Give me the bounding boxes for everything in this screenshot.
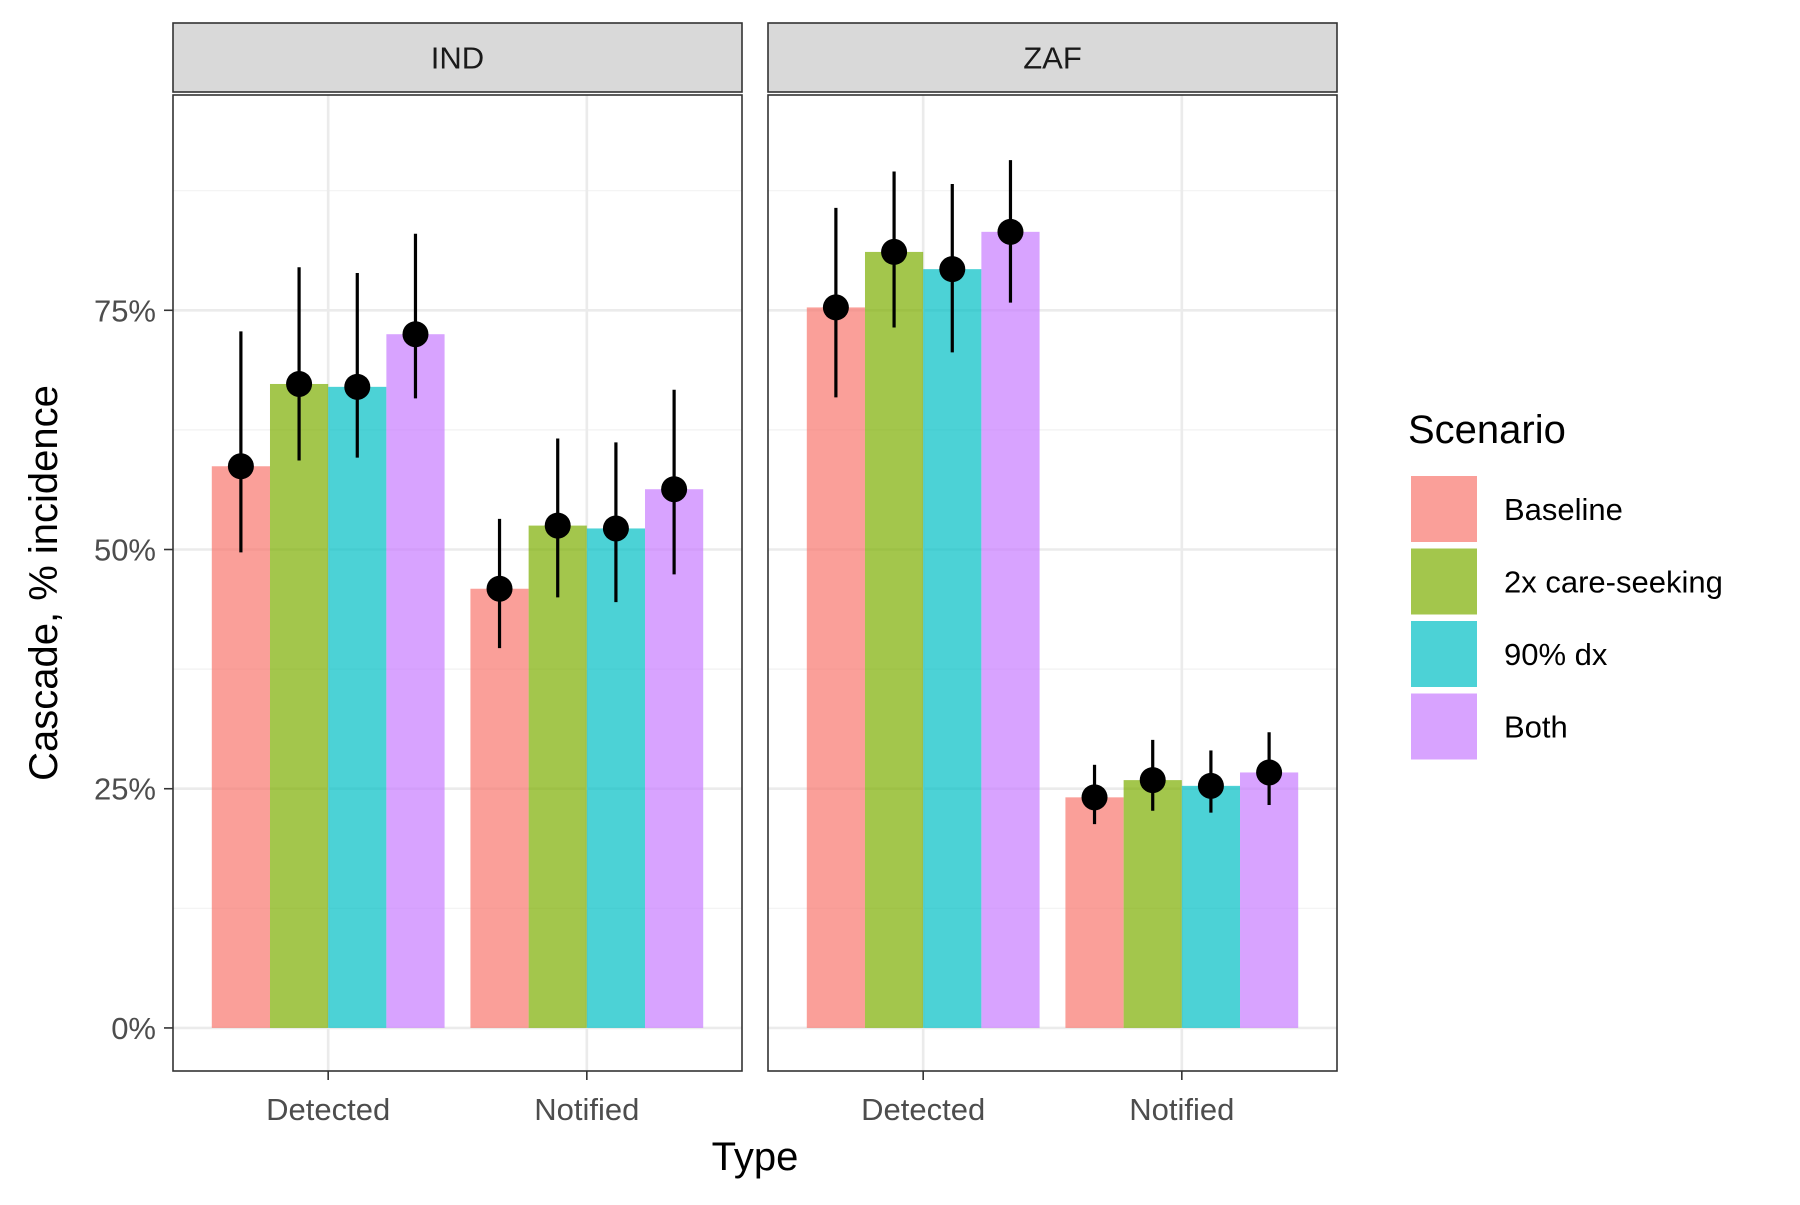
legend: Scenario Baseline 2x care-seeking 90% dx Bot… <box>1408 408 1723 760</box>
data-point <box>1197 772 1224 799</box>
bar <box>923 269 982 1028</box>
y-tick-label: 0% <box>111 1011 156 1046</box>
legend-item: Baseline <box>1411 476 1623 542</box>
x-axis-title: Type <box>712 1135 799 1179</box>
data-point <box>486 575 513 602</box>
bar <box>1181 785 1241 1028</box>
data-point <box>881 238 908 265</box>
axes: Detected Notified Detected Notified 0% 25% 50%… <box>22 293 1234 1179</box>
data-point <box>227 453 254 480</box>
legend-label: 2x care-seeking <box>1504 565 1723 600</box>
y-axis-title: Cascade, % incidence <box>22 385 66 781</box>
bar <box>864 251 924 1028</box>
data-point <box>286 370 313 397</box>
bar <box>386 334 445 1028</box>
x-tick-label: Detected <box>266 1092 390 1127</box>
bar <box>806 307 865 1028</box>
data-point <box>997 218 1024 245</box>
data-point <box>661 476 688 503</box>
bar <box>1123 780 1182 1028</box>
legend-item: 90% dx <box>1411 621 1608 687</box>
bar <box>645 489 704 1028</box>
legend-key <box>1411 693 1477 760</box>
panel-border <box>172 94 743 1072</box>
legend-label: 90% dx <box>1504 637 1608 672</box>
bar <box>1065 797 1124 1028</box>
legend-title: Scenario <box>1408 408 1566 452</box>
bar <box>981 231 1040 1028</box>
bar <box>470 588 529 1028</box>
bar <box>1240 772 1299 1028</box>
data-point <box>1139 767 1166 794</box>
y-tick-label: 25% <box>94 772 156 807</box>
x-tick-label: Notified <box>1129 1092 1234 1127</box>
data-point <box>344 373 371 400</box>
bar <box>211 466 270 1028</box>
legend-key <box>1411 548 1477 615</box>
facet-label: ZAF <box>1023 41 1082 76</box>
data-point <box>402 321 429 348</box>
legend-key <box>1411 621 1477 687</box>
data-point <box>1081 784 1108 811</box>
x-tick-label: Detected <box>861 1092 985 1127</box>
facet-panels: IND ZAF <box>172 22 1338 1072</box>
y-tick-label: 75% <box>94 293 156 328</box>
data-point <box>602 515 629 542</box>
bar <box>269 383 329 1028</box>
legend-label: Baseline <box>1504 492 1623 527</box>
data-point <box>939 256 966 283</box>
facet-panel-ind: IND <box>172 22 743 1072</box>
facet-strip <box>172 22 743 93</box>
legend-label: Both <box>1504 710 1568 745</box>
facet-strip <box>767 22 1338 93</box>
legend-item: 2x care-seeking <box>1411 548 1723 615</box>
bar <box>528 525 587 1028</box>
facet-panel-zaf: ZAF <box>767 22 1338 1072</box>
legend-item: Both <box>1411 693 1568 760</box>
x-tick-label: Notified <box>534 1092 639 1127</box>
legend-key <box>1411 476 1477 542</box>
data-point <box>1256 759 1283 786</box>
y-tick-label: 50% <box>94 533 156 568</box>
data-point <box>544 512 571 539</box>
facet-label: IND <box>431 41 484 76</box>
bar <box>586 528 646 1028</box>
panel-border <box>767 94 1338 1072</box>
bar <box>328 386 387 1028</box>
data-point <box>822 294 849 321</box>
